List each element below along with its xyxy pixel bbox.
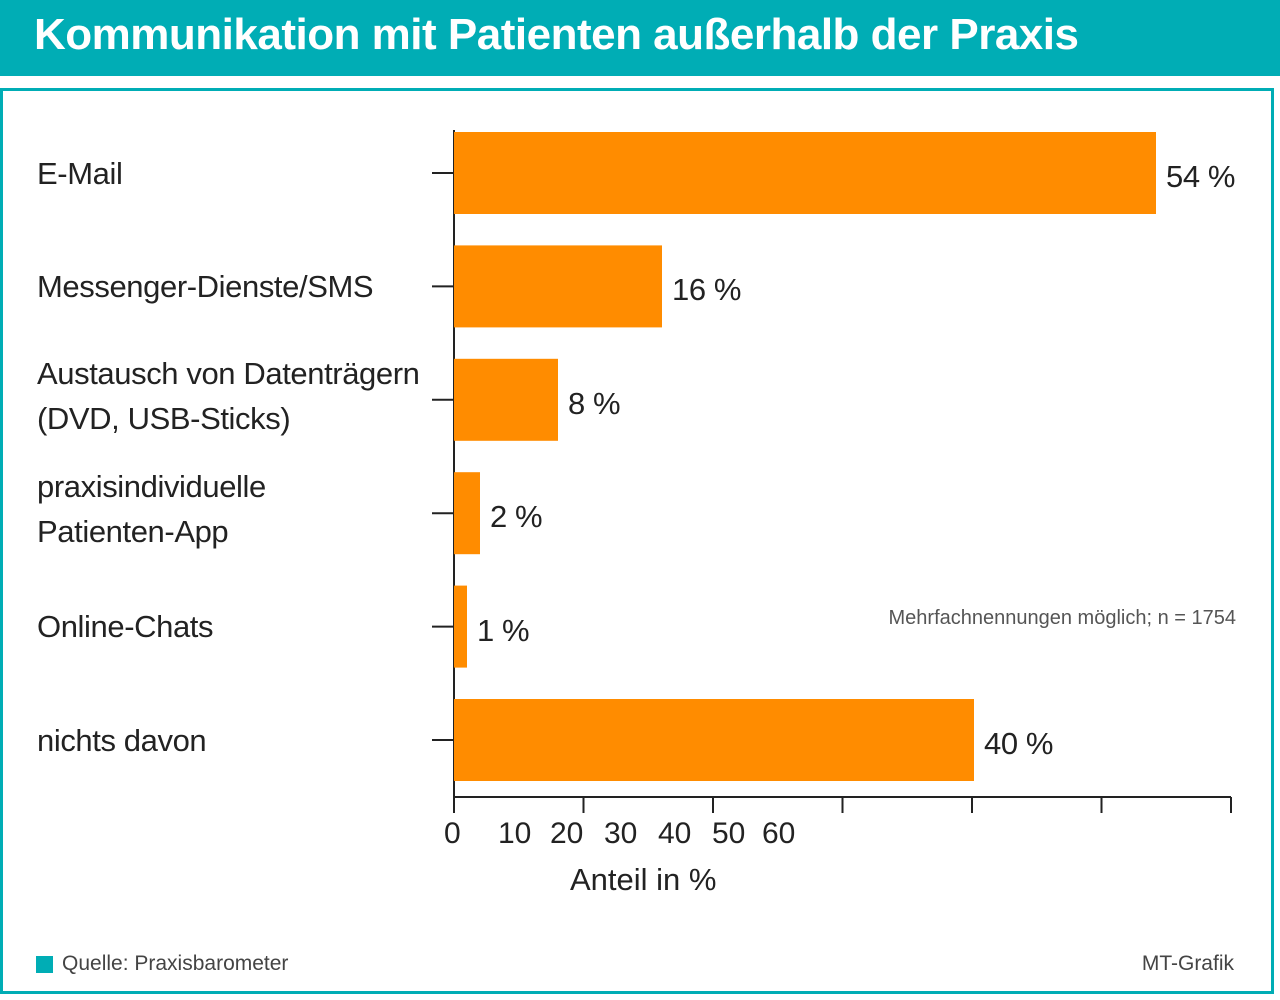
category-label-line: Patienten-App: [37, 514, 229, 550]
category-label: Online-Chats: [37, 604, 437, 649]
x-tick-label: 30: [604, 817, 638, 850]
value-label: 54 %: [1166, 159, 1236, 194]
category-label-line: E-Mail: [37, 155, 123, 191]
category-label-line: (DVD, USB-Sticks): [37, 400, 291, 436]
x-tick-label: 50: [712, 817, 746, 850]
graphic-credit: MT-Grafik: [1141, 952, 1234, 975]
bar: [454, 472, 480, 555]
x-tick-label: 40: [658, 817, 692, 850]
category-label-line: Online-Chats: [37, 609, 214, 645]
value-label: 2 %: [490, 499, 543, 535]
category-label-line: praxisindividuelle: [37, 469, 266, 505]
value-label: 8 %: [568, 385, 621, 421]
bar: [454, 245, 662, 328]
x-tick-label: 60: [762, 817, 796, 850]
category-label: E-Mail: [37, 151, 437, 196]
value-label: 40 %: [984, 726, 1054, 761]
x-tick-label: 10: [498, 817, 532, 850]
bar: [454, 585, 467, 668]
sample-note: Mehrfachnennungen möglich; n = 1754: [888, 607, 1236, 629]
chart-frame: [0, 88, 1274, 994]
title-banner: Kommunikation mit Patienten außerhalb de…: [0, 0, 1280, 76]
category-label: Messenger-Dienste/SMS: [37, 264, 437, 309]
chart-title: Kommunikation mit Patienten außerhalb de…: [34, 10, 1079, 59]
source-swatch: [36, 955, 53, 973]
chart-svg: [432, 130, 1232, 813]
category-label-line: nichts davon: [37, 722, 207, 758]
bar: [454, 699, 974, 781]
bar: [454, 132, 1156, 214]
source-note: Quelle: Praxisbarometer: [36, 950, 288, 978]
category-label: praxisindividuelle Patienten-App: [37, 464, 437, 554]
source-text: Quelle: Praxisbarometer: [62, 952, 289, 975]
category-label-line: Messenger-Dienste/SMS: [37, 268, 374, 304]
value-label: 1 %: [477, 612, 530, 648]
category-label: Austausch von Datenträgern (DVD, USB-Stic…: [37, 351, 437, 441]
bar-chart: Mehrfachnennungen möglich; n = 1754 Ante…: [37, 130, 1236, 897]
category-label-line: Austausch von Datenträgern: [37, 355, 420, 391]
x-axis-label: Anteil in %: [570, 862, 717, 897]
x-tick-label: 0: [444, 817, 461, 850]
category-label: nichts davon: [37, 718, 437, 763]
value-label: 16 %: [672, 272, 742, 308]
x-tick-label: 20: [550, 817, 584, 850]
bar: [454, 358, 558, 441]
